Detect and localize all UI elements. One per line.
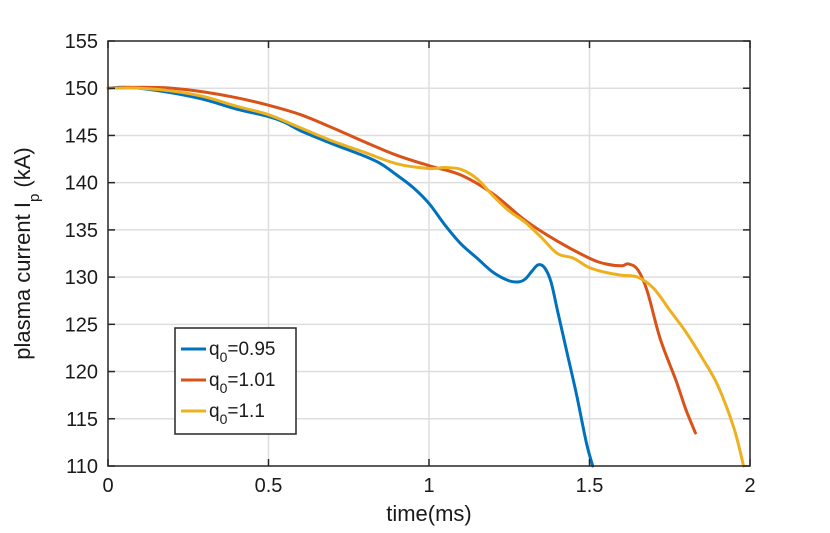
y-tick-label: 150 (65, 78, 98, 100)
y-tick-label: 155 (65, 31, 98, 53)
x-axis-label: time(ms) (386, 501, 472, 526)
series-line-3 (106, 86, 746, 468)
axis-ticks: 0 0.5 1 1.5 2 110 115 120 125 130 135 140 145 150 155 (65, 31, 756, 497)
series-line-1 (106, 85, 595, 468)
legend-entry-label: q0=1.01 (209, 370, 275, 396)
x-tick-label: 0.5 (255, 475, 283, 497)
y-tick-label: 115 (66, 409, 98, 431)
legend-entry-label: q0=0.95 (209, 339, 275, 365)
y-axis-label-unit: (kA) (10, 147, 35, 193)
y-tick-label: 120 (65, 362, 98, 384)
x-tick-label: 0 (102, 475, 113, 497)
y-axis-label-text: plasma current I (10, 202, 35, 360)
x-tick-label: 2 (744, 475, 755, 497)
y-tick-label: 125 (65, 314, 98, 336)
y-tick-label: 145 (65, 125, 98, 147)
y-axis-label-subscript: p (26, 194, 43, 202)
x-tick-label: 1.5 (576, 475, 604, 497)
y-tick-label: 140 (65, 173, 98, 195)
data-series (106, 85, 746, 468)
y-axis-label: plasma current Ip (kA) (10, 147, 43, 360)
legend-entry-label: q0=1.1 (209, 401, 265, 427)
legend: q0=0.95 q0=1.01 q0=1.1 (174, 327, 297, 435)
y-tick-label: 130 (65, 267, 98, 289)
x-tick-label: 1 (423, 475, 434, 497)
y-tick-label: 135 (65, 220, 98, 242)
y-tick-label: 110 (66, 456, 98, 478)
